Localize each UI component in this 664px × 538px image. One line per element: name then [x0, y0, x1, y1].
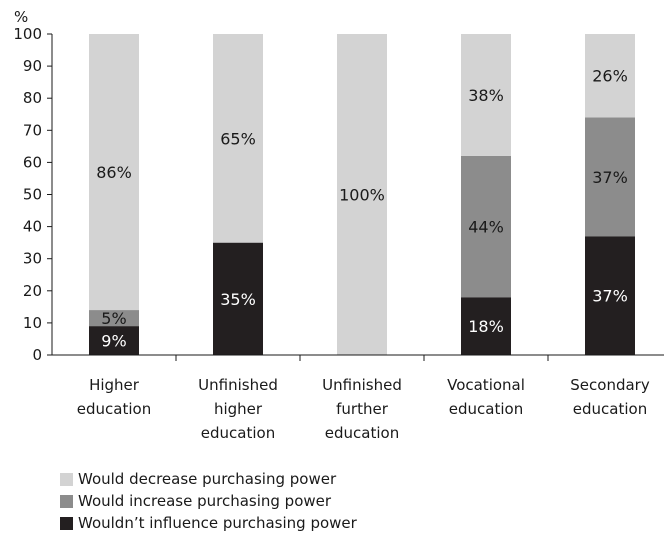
bar-value-label: 18%: [468, 317, 504, 336]
x-category-label: education: [201, 424, 275, 442]
bar-value-label: 38%: [468, 86, 504, 105]
bars-group: [89, 34, 635, 355]
bar-segment: [461, 34, 511, 156]
bar-segment: [213, 34, 263, 243]
bar-value-label: 37%: [592, 287, 628, 306]
bar-value-label: 65%: [220, 129, 256, 148]
x-category-label: Unfinished: [322, 376, 402, 394]
legend-label: Wouldn’t influence purchasing power: [78, 514, 357, 532]
x-category-label: further: [336, 400, 389, 418]
bar-value-label: 35%: [220, 290, 256, 309]
bar-value-label: 26%: [592, 67, 628, 86]
legend-swatch: [60, 494, 73, 508]
bar-value-label: 86%: [96, 163, 132, 182]
bar-segment: [585, 34, 635, 118]
bar-labels-group: 9% 5% 86% 35% 65% 100% 18% 44% 38% 37% 37% 26%: [96, 67, 628, 351]
y-tick-label: 10: [23, 314, 42, 332]
bar-value-label: 44%: [468, 218, 504, 237]
bar-segment: [337, 34, 387, 355]
bar-segment: [585, 117, 635, 237]
y-axis-label: %: [14, 8, 28, 26]
y-tick-label: 0: [32, 346, 42, 364]
x-category-label: Higher: [89, 376, 140, 394]
bar-segment: [89, 34, 139, 311]
y-tick-label: 80: [23, 89, 42, 107]
y-tick-label: 90: [23, 57, 42, 75]
bar-value-label: 9%: [101, 332, 126, 351]
x-category-label: higher: [214, 400, 263, 418]
y-ticks-group: 0 10 20 30 40 50 60 70 80 90 100: [13, 25, 549, 364]
bar-segment: [461, 297, 511, 355]
legend-label: Would decrease purchasing power: [78, 470, 337, 488]
x-category-label: education: [573, 400, 647, 418]
bar-value-label: 100%: [339, 186, 385, 205]
legend-swatch: [60, 516, 73, 530]
x-labels-group: Higher education Unfinished higher education…: [77, 376, 650, 442]
y-tick-label: 60: [23, 153, 42, 171]
bar-value-label: 5%: [101, 309, 126, 328]
bar-value-label: 37%: [592, 168, 628, 187]
y-tick-label: 70: [23, 121, 42, 139]
bar-segment: [213, 242, 263, 355]
bar-segment: [89, 310, 139, 327]
y-tick-label: 20: [23, 282, 42, 300]
legend-item: Wouldn’t influence purchasing power: [60, 512, 357, 534]
bar-segment: [585, 236, 635, 355]
y-tick-label: 40: [23, 218, 42, 236]
legend-label: Would increase purchasing power: [78, 492, 332, 510]
legend-swatch: [60, 472, 73, 486]
x-category-label: education: [77, 400, 151, 418]
legend: Would decrease purchasing power Would inc…: [60, 468, 357, 534]
x-category-label: education: [449, 400, 523, 418]
bar-segment: [89, 326, 139, 355]
y-tick-label: 50: [23, 186, 42, 204]
x-category-label: Secondary: [570, 376, 650, 394]
legend-item: Would increase purchasing power: [60, 490, 357, 512]
y-tick-label: 100: [13, 25, 42, 43]
y-tick-label: 30: [23, 250, 42, 268]
legend-item: Would decrease purchasing power: [60, 468, 357, 490]
x-category-label: education: [325, 424, 399, 442]
bar-segment: [461, 155, 511, 298]
stacked-bar-chart: 0 10 20 30 40 50 60 70 80 90 100 Higher education Un…: [13, 8, 664, 442]
x-category-label: Vocational: [447, 376, 525, 394]
x-category-label: Unfinished: [198, 376, 278, 394]
